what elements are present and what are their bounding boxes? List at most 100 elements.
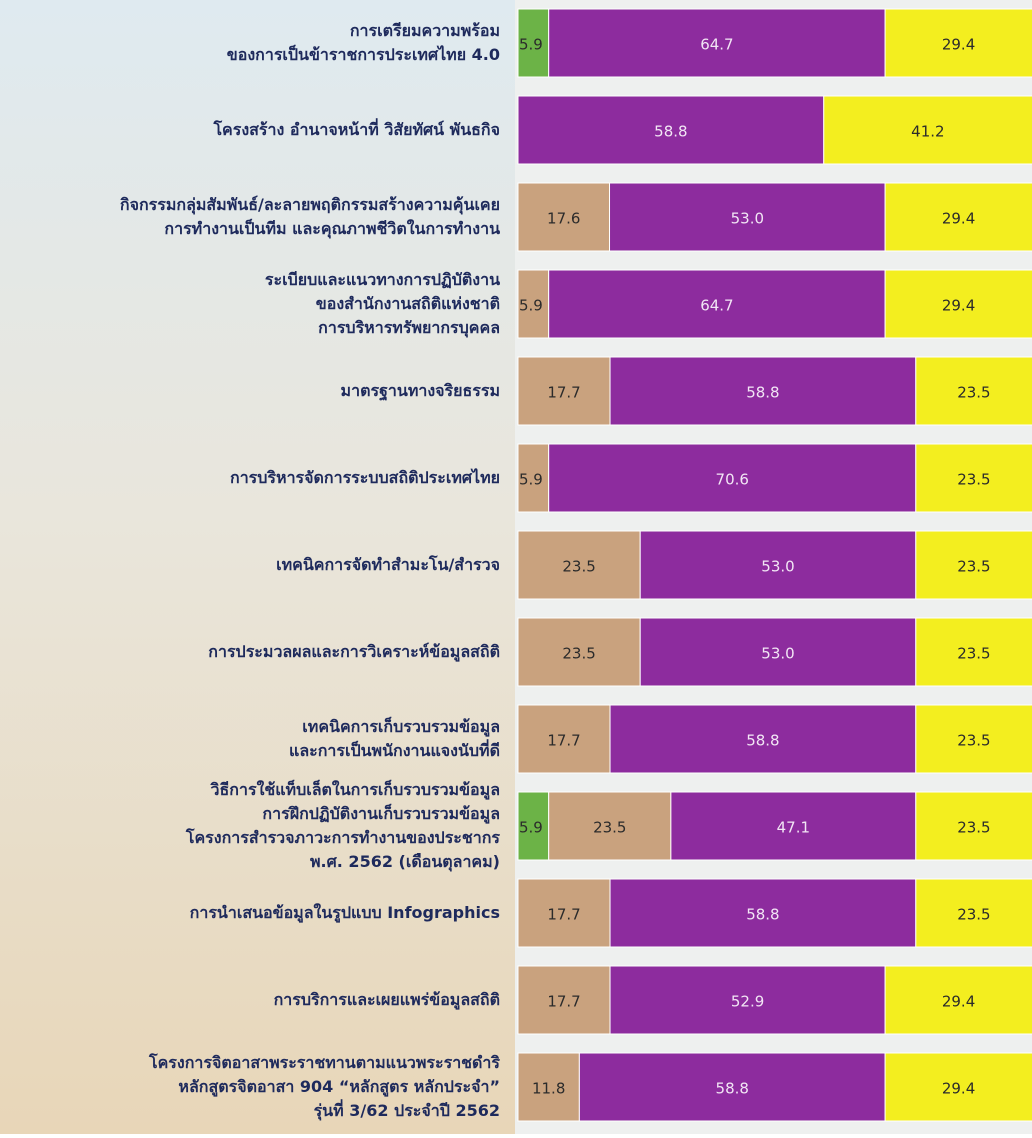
- category-label: กิจกรรมกลุ่มสัมพันธ์/ละลายพฤติกรรมสร้างค…: [120, 195, 500, 239]
- value-label: 17.6: [547, 210, 580, 228]
- bar-segment: [639, 617, 917, 687]
- value-label: 23.5: [957, 558, 990, 576]
- bar-segment: [915, 443, 1032, 513]
- bar-segment: [517, 791, 550, 861]
- value-label: 64.7: [700, 297, 733, 315]
- category-label: มาตรฐานทางจริยธรรม: [341, 381, 500, 401]
- category-label: โครงการจิตอาสาพระราชทานตามแนวพระราชดำริห…: [148, 1052, 500, 1121]
- category-line: และการเป็นพนักงานแจงนับที่ดี: [289, 739, 500, 760]
- category-line: ระเบียบและแนวทางการปฏิบัติงาน: [265, 270, 500, 289]
- value-label: 23.5: [957, 645, 990, 663]
- category-line: การทำงานเป็นทีม และคุณภาพชีวิตในการทำงาน: [164, 217, 500, 239]
- value-label: 5.9: [519, 819, 543, 837]
- value-label: 23.5: [957, 819, 990, 837]
- bar-segment: [517, 95, 825, 165]
- value-label: 5.9: [519, 471, 543, 489]
- bar-segment: [578, 1052, 886, 1122]
- value-label: 29.4: [942, 1080, 975, 1098]
- bar-segment: [915, 530, 1032, 600]
- value-label: 70.6: [716, 471, 749, 489]
- category-line: การฝึกปฏิบัติงานเก็บรวบรวมข้อมูล: [262, 802, 500, 825]
- category-label: เทคนิคการเก็บรวบรวมข้อมูลและการเป็นพนักง…: [289, 715, 500, 760]
- bar-segment: [609, 704, 917, 774]
- value-label: 17.7: [547, 384, 580, 402]
- value-label: 23.5: [957, 384, 990, 402]
- value-label: 5.9: [519, 297, 543, 315]
- value-label: 5.9: [519, 36, 543, 54]
- bar-segment: [884, 965, 1032, 1035]
- category-label: การนำเสนอข้อมูลในรูปแบบ Infographics: [190, 903, 500, 924]
- category-line: โครงการจิตอาสาพระราชทานตามแนวพระราชดำริ: [148, 1052, 500, 1072]
- bar-segment: [548, 791, 672, 861]
- category-line: การเตรียมความพร้อม: [350, 21, 500, 40]
- value-label: 11.8: [532, 1080, 565, 1098]
- category-label: การเตรียมความพร้อมของการเป็นข้าราชการประ…: [227, 21, 500, 64]
- bar-segment: [517, 704, 611, 774]
- value-label: 23.5: [957, 906, 990, 924]
- bar-segment: [548, 443, 917, 513]
- value-label: 58.8: [716, 1080, 749, 1098]
- value-label: 23.5: [957, 471, 990, 489]
- bar-segment: [609, 878, 917, 948]
- category-line: ของสำนักงานสถิติแห่งชาติ: [316, 294, 500, 313]
- value-label: 53.0: [761, 558, 794, 576]
- value-label: 29.4: [942, 36, 975, 54]
- bar-segment: [548, 269, 886, 339]
- bar-segment: [517, 965, 611, 1035]
- category-line: โครงการสำรวจภาวะการทำงานของประชากร: [185, 827, 501, 847]
- bar-segment: [915, 356, 1032, 426]
- value-label: 23.5: [562, 558, 595, 576]
- bar-segment: [517, 356, 611, 426]
- category-label: เทคนิคการจัดทำสำมะโน/สำรวจ: [276, 554, 500, 574]
- category-line: การนำเสนอข้อมูลในรูปแบบ Infographics: [190, 903, 500, 924]
- bar-segment: [639, 530, 917, 600]
- value-label: 23.5: [593, 819, 626, 837]
- value-label: 47.1: [777, 819, 810, 837]
- bar-segment: [517, 1052, 580, 1122]
- value-label: 64.7: [700, 36, 733, 54]
- bar-segment: [517, 617, 641, 687]
- value-label: 23.5: [562, 645, 595, 663]
- category-line: เทคนิคการเก็บรวบรวมข้อมูล: [302, 715, 500, 738]
- value-label: 29.4: [942, 993, 975, 1011]
- category-label: การบริการและเผยแพร่ข้อมูลสถิติ: [274, 990, 500, 1011]
- category-line: โครงสร้าง อำนาจหน้าที่ วิสัยทัศน์ พันธกิ…: [212, 118, 500, 139]
- value-label: 58.8: [654, 123, 687, 141]
- value-label: 52.9: [731, 993, 764, 1011]
- category-label: ระเบียบและแนวทางการปฏิบัติงานของสำนักงาน…: [265, 270, 500, 338]
- category-line: การบริการและเผยแพร่ข้อมูลสถิติ: [274, 990, 500, 1011]
- value-label: 58.8: [746, 732, 779, 750]
- value-label: 17.7: [547, 906, 580, 924]
- bar-segment: [609, 965, 886, 1035]
- value-label: 29.4: [942, 210, 975, 228]
- bar-segment: [915, 791, 1032, 861]
- bar-segment: [884, 1052, 1032, 1122]
- value-label: 53.0: [731, 210, 764, 228]
- category-label: การประมวลผลและการวิเคราะห์ข้อมูลสถิติ: [208, 642, 500, 663]
- bar-segment: [884, 8, 1032, 78]
- value-label: 17.7: [547, 732, 580, 750]
- bar-segment: [884, 182, 1032, 252]
- category-line: กิจกรรมกลุ่มสัมพันธ์/ละลายพฤติกรรมสร้างค…: [120, 195, 500, 215]
- bar-segment: [517, 269, 550, 339]
- bar-segment: [548, 8, 886, 78]
- value-label: 41.2: [911, 123, 944, 141]
- bar-segment: [517, 878, 611, 948]
- category-line: พ.ศ. 2562 (เดือนตุลาคม): [310, 852, 500, 872]
- bar-segment: [915, 617, 1032, 687]
- category-line: เทคนิคการจัดทำสำมะโน/สำรวจ: [276, 554, 500, 574]
- value-label: 53.0: [761, 645, 794, 663]
- category-line: รุ่นที่ 3/62 ประจำปี 2562: [314, 1099, 500, 1121]
- category-line: ของการเป็นข้าราชการประเทศไทย 4.0: [227, 43, 500, 64]
- category-line: มาตรฐานทางจริยธรรม: [341, 381, 500, 401]
- value-label: 17.7: [547, 993, 580, 1011]
- value-label: 58.8: [746, 384, 779, 402]
- value-label: 58.8: [746, 906, 779, 924]
- value-label: 23.5: [957, 732, 990, 750]
- category-line: การบริหารทรัพยากรบุคคล: [318, 318, 500, 338]
- category-label: วิธีการใช้แท็บเล็ตในการเก็บรวบรวมข้อมูลก…: [185, 778, 501, 872]
- value-label: 29.4: [942, 297, 975, 315]
- category-line: หลักสูตรจิตอาสา 904 “หลักสูตร หลักประจำ”: [178, 1077, 500, 1098]
